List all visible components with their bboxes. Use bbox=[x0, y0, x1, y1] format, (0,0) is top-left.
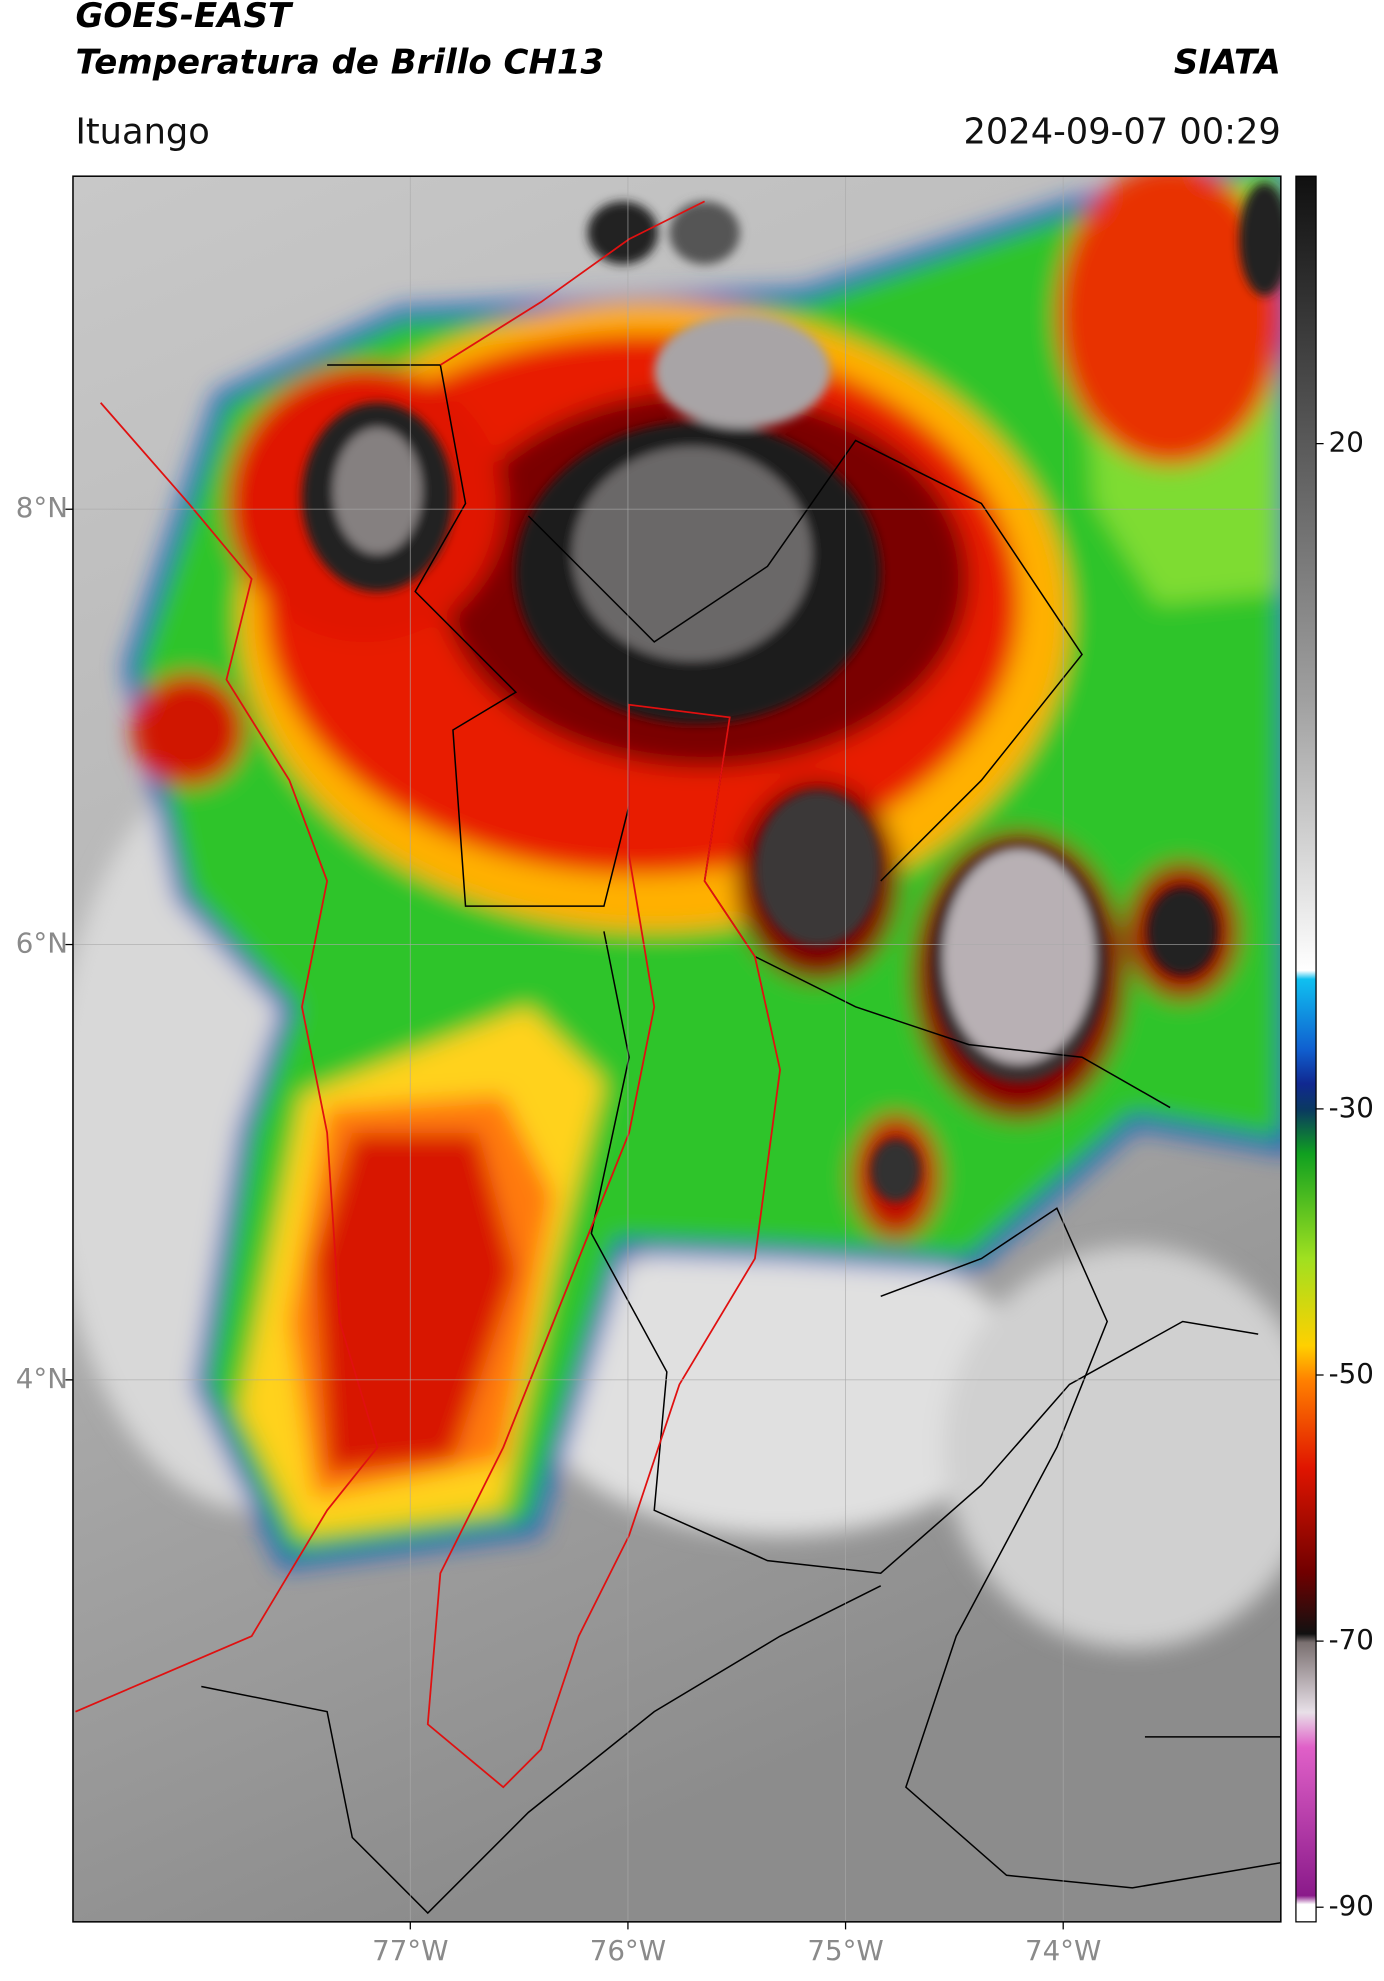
map-frame bbox=[72, 175, 1282, 1923]
satellite-image bbox=[72, 176, 1281, 1922]
lon-tick-label: 74°W bbox=[1025, 1934, 1101, 1967]
title: GOES-EAST bbox=[75, 0, 293, 36]
lon-tick-label: 76°W bbox=[590, 1934, 666, 1967]
colorbar-tick-label: -50 bbox=[1329, 1357, 1374, 1390]
colorbar-tick-label: -90 bbox=[1329, 1889, 1374, 1922]
datetime: 2024-09-07 00:29 bbox=[964, 111, 1281, 152]
colorbar-tick-label: -70 bbox=[1329, 1623, 1374, 1656]
lat-tick-label: 4°N bbox=[16, 1362, 68, 1395]
lat-tick-label: 8°N bbox=[16, 491, 68, 524]
organization: SIATA bbox=[1174, 43, 1281, 83]
lon-tick-label: 75°W bbox=[807, 1934, 883, 1967]
subtitle: Temperatura de Brillo CH13 bbox=[75, 43, 604, 83]
lat-tick-label: 6°N bbox=[16, 927, 68, 960]
colorbar bbox=[1295, 175, 1317, 1923]
location: Ituango bbox=[75, 111, 209, 152]
colorbar-tick-label: 20 bbox=[1329, 426, 1364, 459]
colorbar-tick-label: -30 bbox=[1329, 1091, 1374, 1124]
lon-tick-label: 77°W bbox=[372, 1934, 448, 1967]
graticule bbox=[72, 176, 1281, 1922]
